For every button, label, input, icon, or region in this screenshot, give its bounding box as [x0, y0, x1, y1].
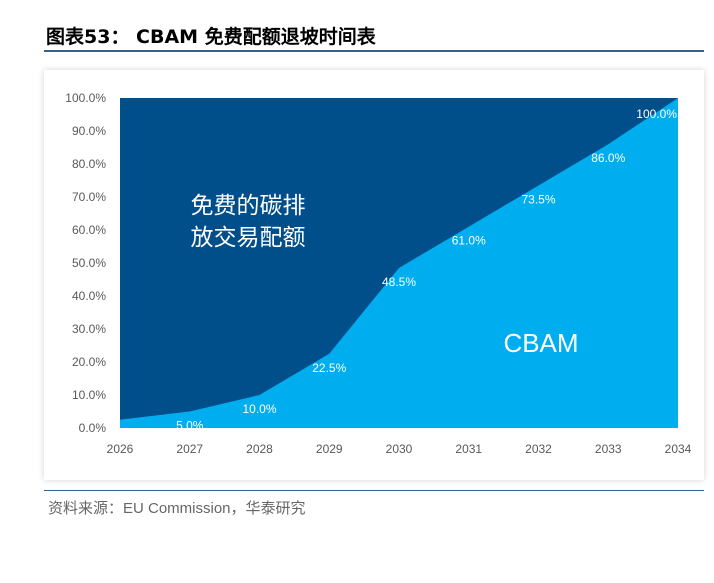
x-tick-label: 2033: [595, 442, 622, 456]
y-tick-label: 0.0%: [79, 421, 107, 435]
y-tick-label: 20.0%: [72, 355, 106, 369]
data-label: 48.5%: [382, 275, 416, 289]
y-tick-label: 40.0%: [72, 289, 106, 303]
data-label: 2.5%: [122, 427, 150, 441]
source-note: 资料来源：EU Commission，华泰研究: [48, 500, 306, 517]
data-labels: 2.5% 5.0% 10.0% 22.5% 48.5% 61.0% 73.5% 86.0% 10…: [122, 107, 677, 441]
y-tick-label: 10.0%: [72, 388, 106, 402]
x-tick-label: 2028: [246, 442, 273, 456]
x-tick-label: 2034: [665, 442, 692, 456]
data-label: 86.0%: [591, 151, 625, 165]
y-axis-ticks: 0.0% 10.0% 20.0% 30.0% 40.0% 50.0% 60.0% 70.0% 8…: [65, 91, 106, 435]
data-label: 73.5%: [521, 192, 555, 206]
cbam-area: [120, 98, 678, 428]
y-tick-label: 90.0%: [72, 124, 106, 138]
x-tick-label: 2026: [107, 442, 134, 456]
y-tick-label: 60.0%: [72, 223, 106, 237]
x-axis-ticks: 2026 2027 2028 2029 2030 2031 2032 2033 2034: [107, 442, 692, 456]
free-area-label-line1: 免费的碳排: [191, 193, 306, 219]
data-label: 5.0%: [176, 419, 204, 433]
x-tick-label: 2030: [386, 442, 413, 456]
source-divider: [44, 490, 704, 491]
data-label: 22.5%: [312, 361, 346, 375]
data-label: 61.0%: [452, 234, 486, 248]
data-label: 100.0%: [636, 107, 677, 121]
data-label: 10.0%: [242, 402, 276, 416]
y-tick-label: 100.0%: [65, 91, 106, 105]
x-tick-label: 2032: [525, 442, 552, 456]
cbam-area-label: CBAM: [503, 328, 578, 358]
title-divider: [44, 50, 704, 52]
x-tick-label: 2029: [316, 442, 343, 456]
x-tick-label: 2027: [176, 442, 203, 456]
free-area-label-line2: 放交易配额: [191, 225, 306, 251]
x-tick-label: 2031: [455, 442, 482, 456]
y-tick-label: 50.0%: [72, 256, 106, 270]
y-tick-label: 30.0%: [72, 322, 106, 336]
y-tick-label: 70.0%: [72, 190, 106, 204]
figure-title: 图表53： CBAM 免费配额退坡时间表: [46, 26, 376, 48]
y-tick-label: 80.0%: [72, 157, 106, 171]
